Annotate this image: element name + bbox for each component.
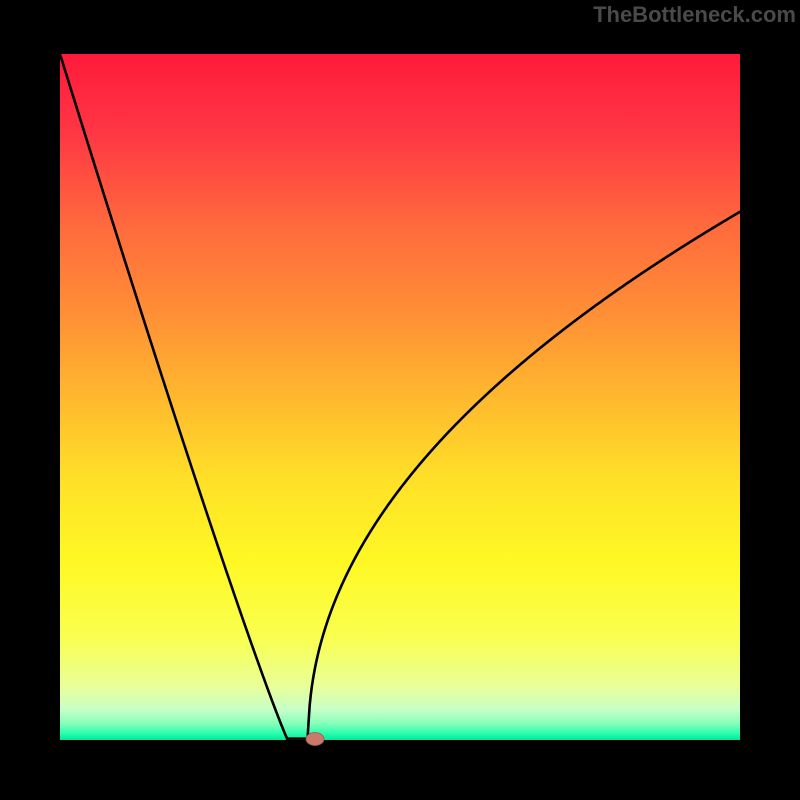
watermark-text: TheBottleneck.com (593, 2, 796, 28)
chart-container: TheBottleneck.com (0, 0, 800, 800)
bottleneck-chart (0, 0, 800, 800)
